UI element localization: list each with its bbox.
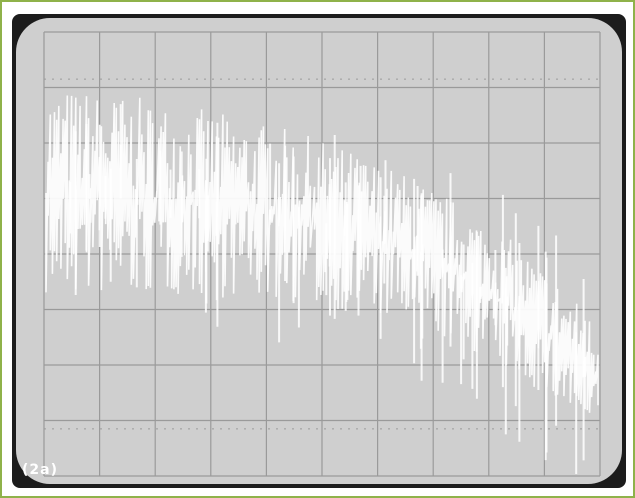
- figure-label: (2a): [22, 462, 58, 478]
- oscilloscope-display: [43, 31, 601, 477]
- oscilloscope-screen: [16, 18, 622, 484]
